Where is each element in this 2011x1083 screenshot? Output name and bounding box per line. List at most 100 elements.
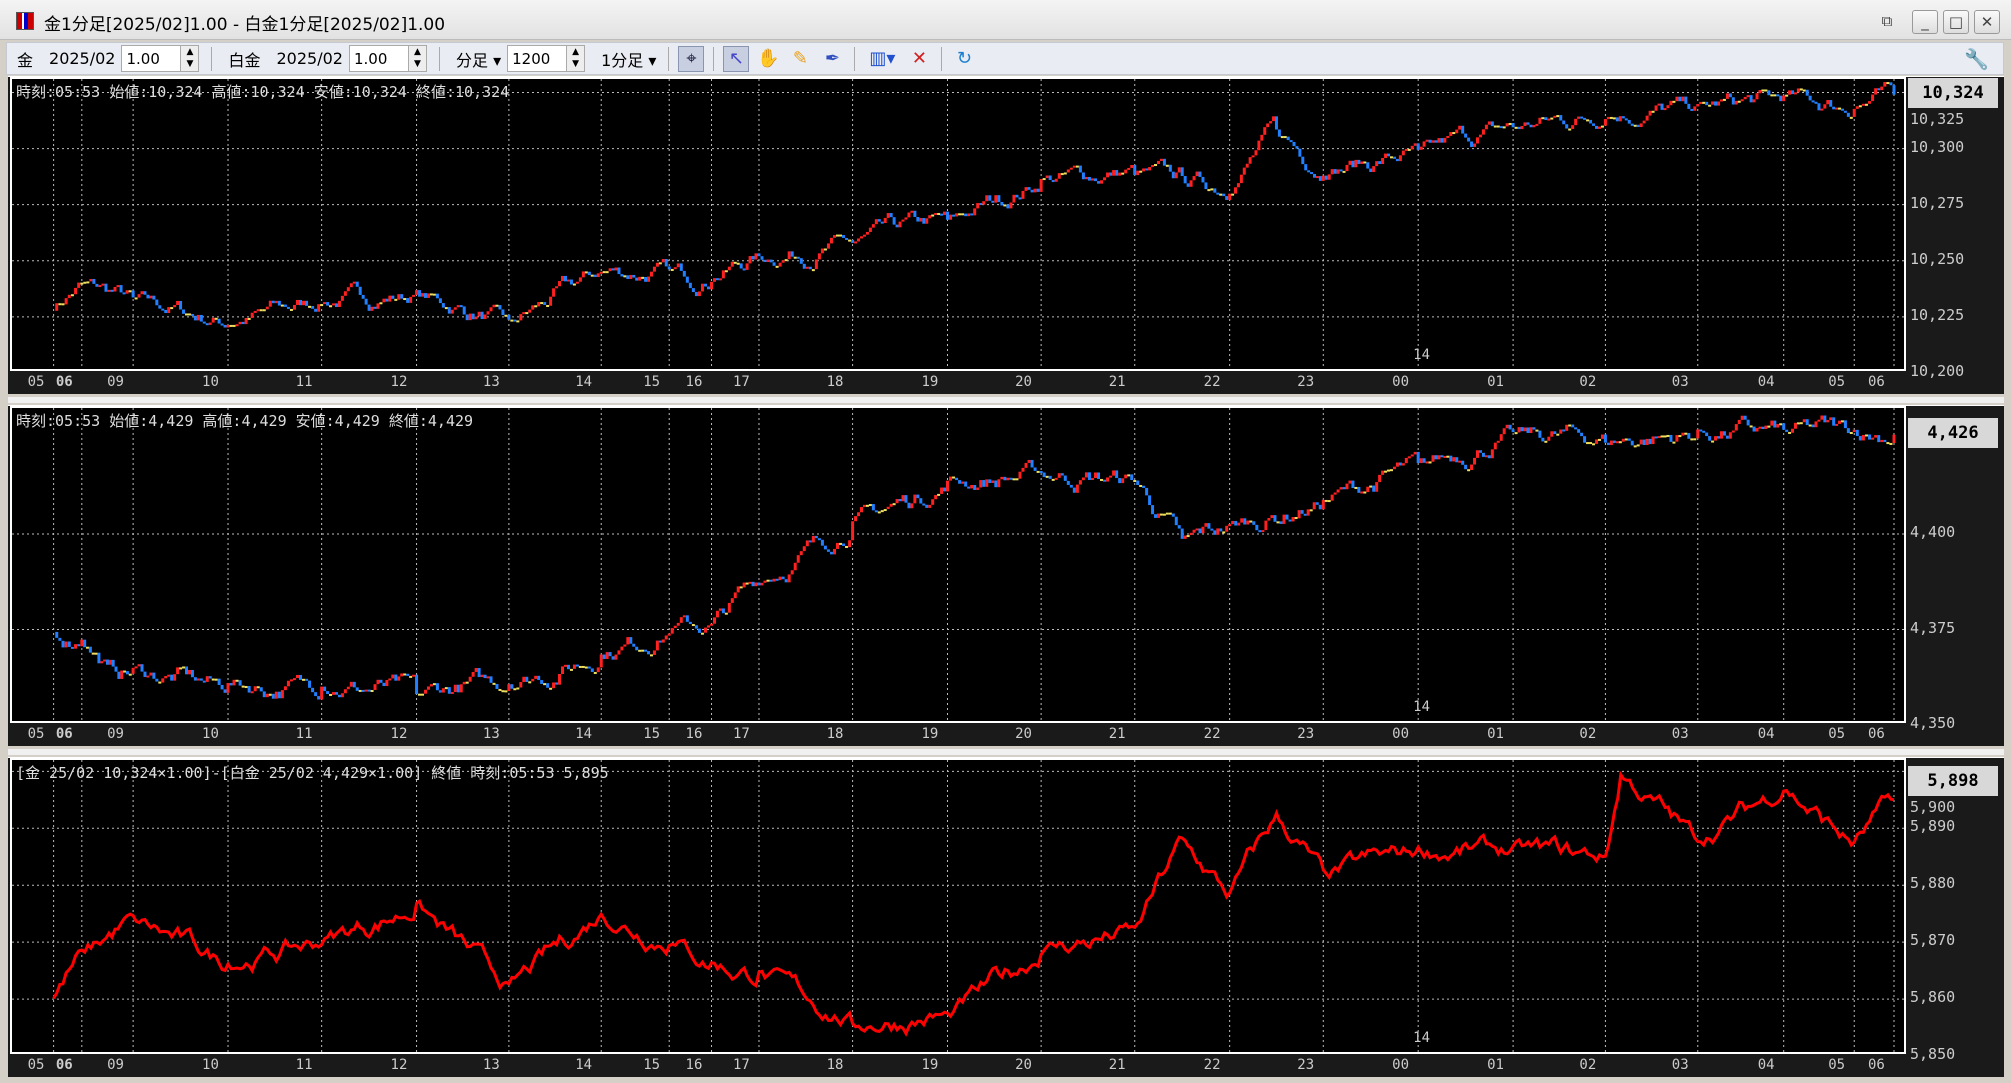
x-axis-tick-label: 21 — [1108, 726, 1126, 742]
symbol2-multiplier-stepper[interactable]: 1.00 ▲ ▼ — [348, 45, 427, 72]
candle — [1799, 88, 1803, 91]
bar-count-stepper[interactable]: 1200 ▲ ▼ — [507, 45, 586, 72]
bar-count-value[interactable]: 1200 — [512, 49, 551, 68]
candle — [898, 221, 902, 228]
candle — [513, 319, 517, 322]
stepper-arrows-icon[interactable]: ▲ ▼ — [180, 46, 199, 71]
candle — [1651, 110, 1655, 113]
candle — [742, 268, 746, 271]
candle — [1251, 155, 1255, 158]
symbol2-multiplier-value[interactable]: 1.00 — [353, 49, 388, 68]
candle — [1609, 440, 1613, 446]
candle — [700, 283, 704, 292]
candle — [635, 646, 639, 651]
symbol1-multiplier-stepper[interactable]: 1.00 ▲ ▼ — [121, 45, 200, 72]
candle — [1437, 455, 1441, 460]
chart-plot-area[interactable]: 時刻:05:53 始値:10,324 高値:10,324 安値:10,324 終… — [10, 77, 1906, 371]
candle — [158, 681, 162, 684]
candle — [940, 487, 944, 494]
candle — [292, 304, 296, 310]
candle — [1577, 429, 1581, 433]
panel-splitter[interactable] — [8, 749, 2004, 755]
candle — [1440, 138, 1444, 143]
candle — [1339, 169, 1343, 172]
candle — [1246, 520, 1250, 525]
candle — [373, 684, 377, 691]
candle — [775, 265, 779, 268]
crosshair-toggle-icon[interactable]: ⌖ — [678, 45, 705, 72]
candle — [1133, 480, 1137, 483]
candle — [823, 545, 827, 550]
candle — [394, 674, 398, 681]
settings-wrench-icon[interactable]: 🔧 — [1964, 46, 1989, 71]
candle — [596, 667, 600, 673]
candle — [985, 195, 989, 202]
candle — [1547, 118, 1551, 121]
stepper-arrows-icon[interactable]: ▲ ▼ — [566, 46, 585, 71]
candle — [561, 275, 565, 282]
candle — [742, 582, 746, 588]
hand-pan-icon[interactable]: ✋ — [757, 48, 780, 69]
candle — [820, 248, 824, 254]
candle — [892, 217, 896, 225]
pointer-icon[interactable]: ↖ — [723, 45, 750, 72]
x-axis-tick-label: 10 — [202, 1057, 219, 1073]
x-axis-tick-label: 01 — [1487, 374, 1504, 390]
candle — [1234, 187, 1238, 194]
symbol1-month[interactable]: 2025/02 — [49, 49, 116, 68]
candle — [1387, 469, 1391, 472]
symbol1-multiplier-value[interactable]: 1.00 — [126, 49, 160, 68]
restore-layout-icon[interactable]: ⧉ — [1881, 12, 1893, 30]
candle — [1081, 477, 1085, 481]
chart-plot-area[interactable]: 時刻:05:53 始値:4,429 高値:4,429 安値:4,429 終値:4… — [10, 406, 1906, 723]
candle — [1663, 108, 1667, 111]
stepper-arrows-icon[interactable]: ▲ ▼ — [407, 46, 426, 71]
candle — [1048, 175, 1052, 181]
candle — [94, 652, 98, 655]
candle — [108, 659, 112, 665]
maximize-button[interactable]: □ — [1943, 10, 1969, 34]
chart-type-icon[interactable]: ▥▾ — [869, 48, 896, 69]
candle — [1719, 99, 1723, 102]
candle — [1342, 487, 1346, 490]
pencil-icon[interactable]: ✎ — [792, 48, 808, 69]
candle — [1880, 439, 1884, 443]
close-button[interactable]: ✕ — [1974, 10, 2000, 34]
candle — [418, 693, 422, 696]
candle — [1292, 142, 1296, 147]
candle — [146, 675, 150, 678]
candle — [1877, 435, 1881, 443]
candle — [1354, 486, 1358, 489]
candle — [1069, 167, 1073, 170]
candle — [1419, 458, 1423, 464]
candle — [769, 579, 773, 582]
candle — [391, 295, 395, 299]
timeframe-dropdown[interactable]: 1分足 ▾ — [601, 50, 657, 70]
symbol2-month[interactable]: 2025/02 — [276, 49, 343, 68]
candle — [1838, 420, 1842, 424]
candle — [489, 307, 493, 312]
candle — [1458, 460, 1462, 463]
candle — [608, 652, 612, 657]
candle — [1225, 196, 1229, 200]
candle — [537, 302, 541, 307]
candle — [1201, 526, 1205, 534]
candle — [1855, 106, 1859, 109]
x-axis-tick-label: 23 — [1297, 1057, 1315, 1073]
period-unit-dropdown[interactable]: 分足 ▾ — [455, 50, 502, 70]
refresh-icon[interactable]: ↻ — [956, 48, 972, 69]
chart-plot-area[interactable]: [金 25/02 10,324×1.00]-[白金 25/02 4,429×1.… — [10, 758, 1906, 1054]
panel-splitter[interactable] — [8, 397, 2004, 403]
candle — [86, 646, 90, 649]
minimize-button[interactable]: _ — [1912, 10, 1938, 34]
candle — [1162, 513, 1166, 516]
candle — [641, 276, 645, 279]
candle — [1553, 115, 1557, 118]
candle — [1239, 174, 1243, 184]
candle — [1375, 482, 1379, 492]
candle — [679, 263, 683, 271]
candle — [161, 308, 165, 311]
delete-drawing-icon[interactable]: ✕ — [911, 48, 927, 69]
trendline-tool-icon[interactable]: ✒ — [824, 48, 840, 69]
candle — [423, 689, 427, 694]
